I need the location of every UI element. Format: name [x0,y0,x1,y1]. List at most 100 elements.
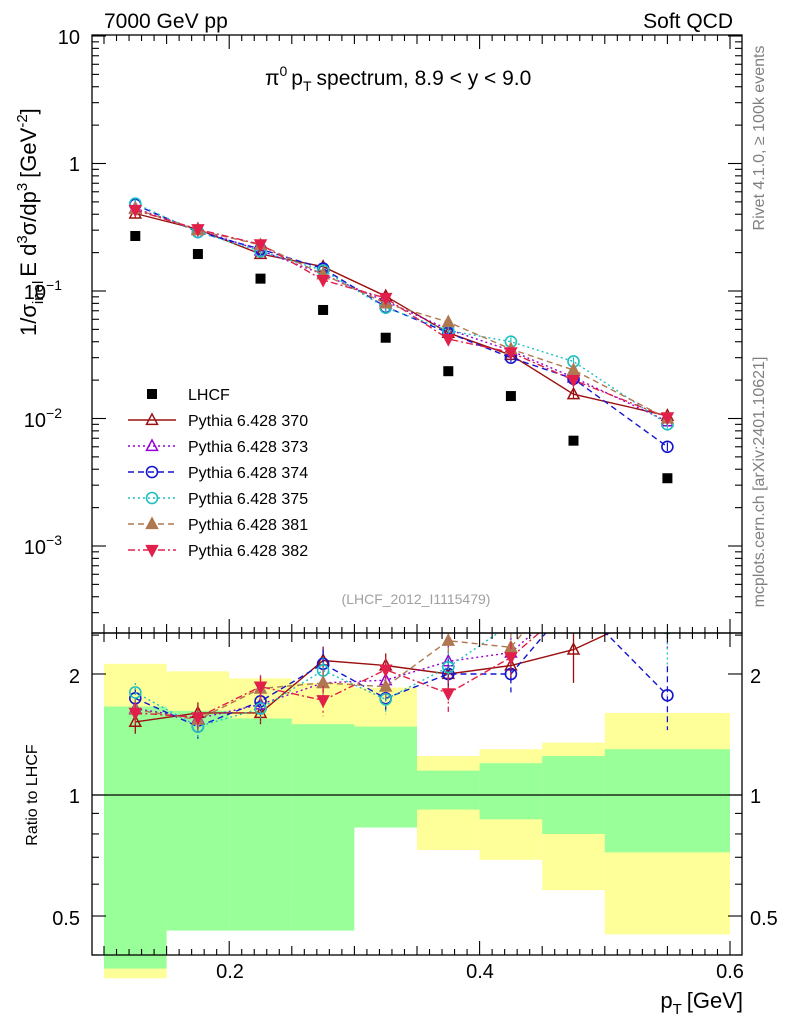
data-point [318,304,329,315]
data-point [568,435,579,446]
legend-label: Pythia 6.428 374 [188,465,308,482]
ratio-point [661,689,674,702]
axes [91,34,743,956]
ytick-label-1e-3: 10−3 [24,532,62,559]
ratio-series [128,539,674,739]
legend: LHCF Pythia 6.428 370 Pythia 6.428 373 Pyth… [128,387,308,560]
series-line [135,202,668,425]
ratio-point [378,678,393,692]
data-point [380,332,391,343]
legend-marker [145,491,159,505]
series-0 [130,231,673,484]
data-point [566,374,581,388]
ratio-point [568,565,579,575]
ratio-point [128,714,143,728]
ratio-point [566,641,581,655]
site-label: mcplots.cern.ch [arXiv:2401.10621] [751,357,768,608]
collision-label: 7000 GeV pp [104,10,228,33]
ratio-point [505,619,516,630]
green-band-bin [291,724,355,931]
series-6 [128,204,675,426]
ratio-point [504,652,518,666]
legend-entry: LHCF [147,387,230,404]
legend-marker [145,412,159,426]
legend-marker [145,438,159,452]
ratio-point [662,609,673,619]
main-series [128,197,675,484]
legend-label: Pythia 6.428 382 [188,543,308,560]
ratio-series-5 [128,599,673,729]
ratio-point [129,686,142,699]
xtick-label-0.6: 0.6 [716,961,744,983]
xtick-label-0.2: 0.2 [216,961,244,983]
data-point [378,292,393,306]
data-point [441,333,456,347]
ratio-point [568,595,579,606]
band-gap [354,827,417,984]
ratio-point [662,600,673,610]
data-point [192,249,203,260]
ratio-point [441,653,456,667]
green-band-bin [479,763,543,820]
legend-entry: Pythia 6.428 381 [128,516,308,534]
green-band-bin [104,706,167,969]
data-point [316,274,330,288]
legend-label: Pythia 6.428 381 [188,517,308,534]
legend-marker [145,465,159,479]
series-line [135,209,668,419]
legend-entry: Pythia 6.428 375 [128,491,308,508]
analysis-id: (LHCF_2012_I1115479) [342,591,491,607]
ratio-point [441,660,455,674]
ytick-label-10: 10 [58,27,80,49]
x-axis-label: pT [GeV] [660,988,743,1018]
ratio-point [441,688,456,702]
rivet-label: Rivet 4.1.0, ≥ 100k events [751,46,768,231]
legend-label: LHCF [188,387,230,404]
ratio-point [253,681,268,695]
legend-label: Pythia 6.428 375 [188,491,308,508]
series-line [135,212,668,417]
legend-marker [147,389,157,399]
ratio-point [568,539,579,550]
ratio-y-axis-label: Ratio to LHCF [24,744,41,846]
data-point [443,366,454,377]
data-point [662,473,673,484]
green-band-bin [166,710,230,931]
ratio-point [378,664,393,678]
ratio-point [441,633,456,646]
ratio-point [128,707,143,721]
data-point [253,239,268,253]
data-point [566,362,581,376]
data-point [191,224,205,237]
legend-label: Pythia 6.428 370 [188,413,308,430]
ratio-point [662,603,673,613]
green-band-bin [604,749,730,853]
data-point [504,347,518,361]
legend-label: Pythia 6.428 373 [188,439,308,456]
ratio-ytick-label-0.5: 0.5 [52,908,80,930]
ratio-point [568,599,579,609]
data-point [128,204,143,218]
ratio-point [662,599,673,609]
data-point [130,231,141,242]
legend-marker [145,516,159,530]
data-point [661,440,674,454]
ratio-ytick-label-right-2: 2 [750,666,761,688]
series-line [135,204,668,448]
ratio-point [254,702,267,715]
data-point [255,273,266,284]
ratio-point [568,591,579,601]
ytick-label-1e-1: 10−1 [24,277,62,304]
ratio-bands [92,663,742,984]
legend-entry: Pythia 6.428 382 [128,543,308,560]
xtick-label-0.4: 0.4 [466,961,494,983]
data-point [660,412,675,426]
legend-entry: Pythia 6.428 373 [128,438,308,456]
process-label: Soft QCD [643,10,733,33]
legend-entry: Pythia 6.428 374 [128,465,308,482]
ratio-ytick-label-1: 1 [69,786,80,808]
data-point [505,391,516,402]
ratio-point [316,695,330,708]
data-point [566,386,581,400]
